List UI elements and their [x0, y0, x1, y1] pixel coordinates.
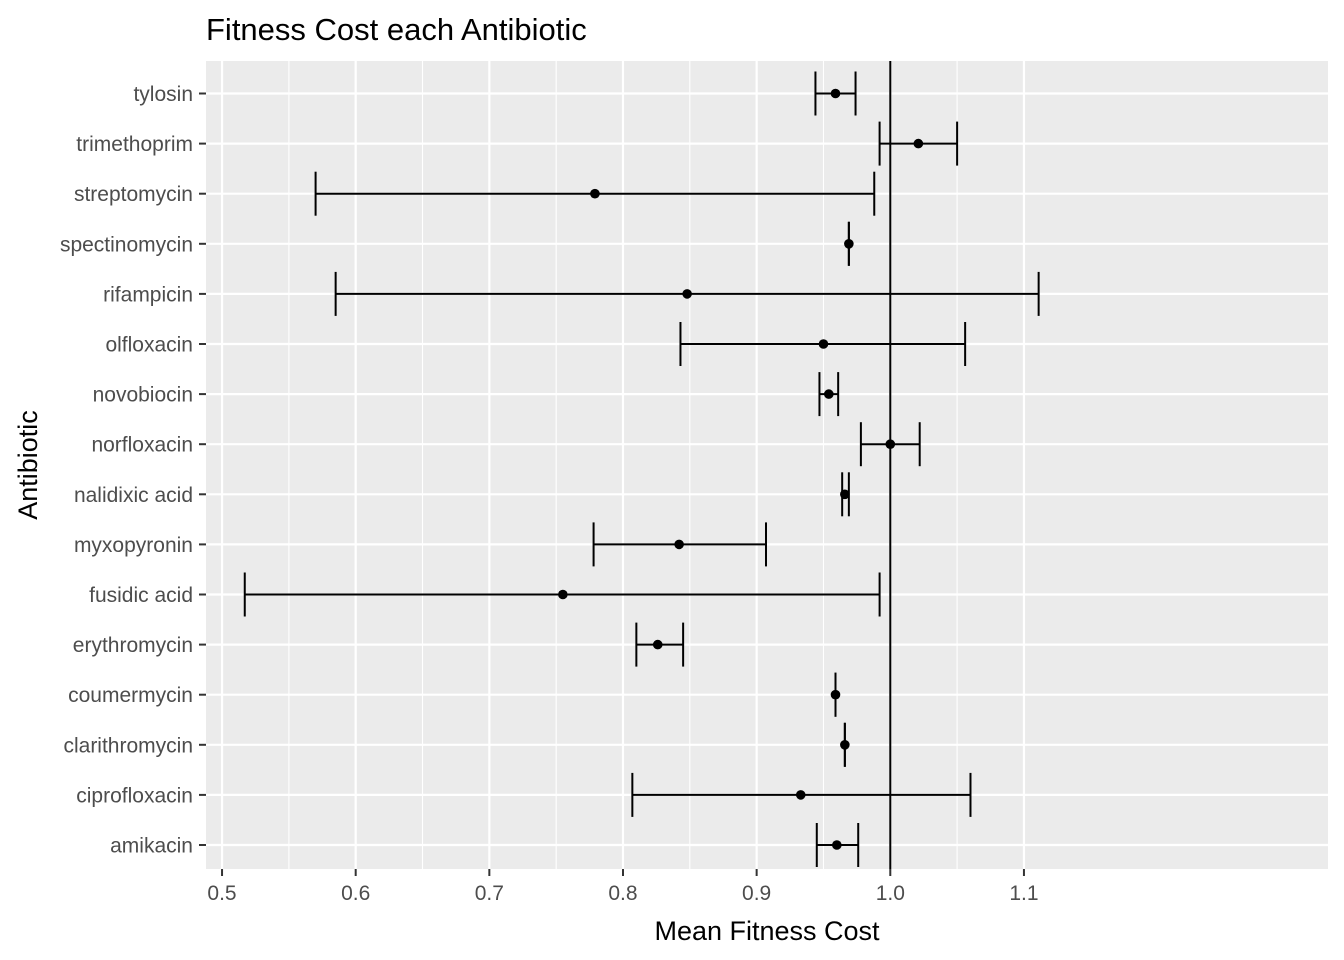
y-tick-label-ciprofloxacin: ciprofloxacin [76, 784, 193, 807]
y-tick-label-amikacin: amikacin [110, 835, 193, 858]
y-tick-label-rifampicin: rifampicin [103, 283, 193, 306]
mean-points [558, 88, 924, 850]
point-nalidixic-acid [840, 489, 850, 500]
point-clarithromycin [840, 740, 850, 750]
y-tick-label-clarithromycin: clarithromycin [63, 734, 193, 757]
x-tick-label: 0.7 [475, 882, 504, 905]
plot-panel [206, 61, 1328, 869]
y-tick-label-myxopyronin: myxopyronin [74, 534, 193, 557]
point-streptomycin [590, 188, 600, 199]
y-tick-label-spectinomycin: spectinomycin [60, 233, 193, 256]
point-rifampicin [682, 289, 692, 299]
y-tick-label-tylosin: tylosin [133, 83, 193, 106]
point-erythromycin [652, 639, 663, 650]
x-tick-label: 0.9 [742, 882, 771, 905]
x-tick-label: 0.8 [608, 882, 637, 905]
point-spectinomycin [844, 239, 854, 249]
x-tick-label: 0.6 [341, 882, 370, 905]
y-axis-title: Antibiotic [13, 410, 43, 520]
y-tick-label-erythromycin: erythromycin [73, 634, 193, 657]
point-novobiocin [824, 389, 834, 399]
x-axis-title: Mean Fitness Cost [654, 916, 880, 946]
y-tick-label-trimethoprim: trimethoprim [76, 133, 193, 156]
y-tick-label-norfloxacin: norfloxacin [91, 434, 193, 457]
point-fusidic-acid [558, 589, 568, 600]
point-olfloxacin [818, 339, 829, 349]
y-tick-label-fusidic-acid: fusidic acid [89, 584, 193, 607]
chart-title: Fitness Cost each Antibiotic [206, 12, 587, 47]
y-tick-label-streptomycin: streptomycin [74, 183, 193, 206]
point-amikacin [832, 840, 842, 850]
point-ciprofloxacin [795, 790, 806, 800]
y-tick-label-coumermycin: coumermycin [68, 684, 193, 707]
x-tick-label: 1.1 [1009, 882, 1038, 905]
point-tylosin [830, 88, 841, 99]
x-axis: 0.5 0.6 0.7 0.8 0.9 1.0 1.1 [207, 869, 1039, 905]
y-tick-label-olfloxacin: olfloxacin [105, 334, 193, 357]
x-tick-label: 1.0 [876, 882, 905, 905]
y-tick-label-nalidixic-acid: nalidixic acid [74, 484, 193, 507]
point-coumermycin [830, 689, 841, 700]
x-tick-label: 0.5 [207, 882, 236, 905]
y-axis: tylosin trimethoprim streptomycin spectinom… [60, 83, 206, 858]
y-tick-label-novobiocin: novobiocin [93, 384, 193, 407]
point-trimethoprim [913, 138, 924, 149]
point-norfloxacin [885, 439, 896, 450]
point-myxopyronin [674, 539, 684, 550]
